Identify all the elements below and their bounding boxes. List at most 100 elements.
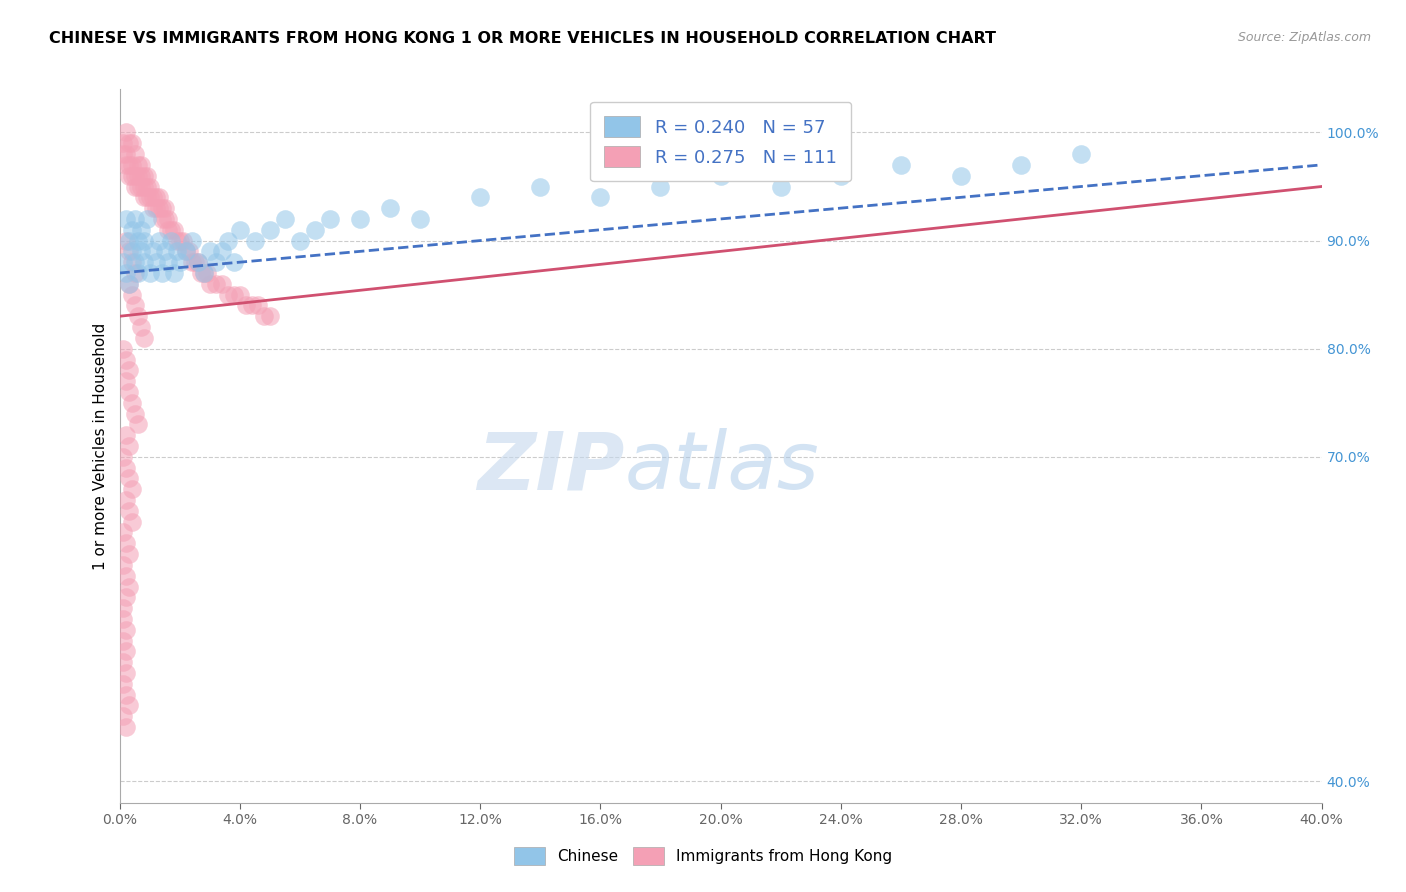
Point bbox=[121, 255, 143, 269]
Point bbox=[117, 158, 139, 172]
Point bbox=[114, 666, 136, 681]
Point bbox=[159, 234, 181, 248]
Point bbox=[121, 396, 143, 410]
Point bbox=[114, 158, 136, 172]
Point bbox=[111, 655, 134, 669]
Point bbox=[127, 169, 149, 183]
Point bbox=[117, 244, 139, 259]
Point bbox=[153, 201, 176, 215]
Point bbox=[124, 407, 146, 421]
Point bbox=[114, 460, 136, 475]
Point bbox=[378, 201, 401, 215]
Point bbox=[114, 352, 136, 367]
Point bbox=[124, 147, 146, 161]
Point bbox=[114, 623, 136, 637]
Point bbox=[319, 211, 342, 226]
Point bbox=[132, 179, 155, 194]
Point bbox=[166, 244, 188, 259]
Point bbox=[114, 720, 136, 734]
Point bbox=[114, 266, 136, 280]
Point bbox=[142, 190, 165, 204]
Point bbox=[650, 179, 672, 194]
Point bbox=[156, 211, 179, 226]
Point bbox=[135, 190, 157, 204]
Point bbox=[156, 255, 179, 269]
Point bbox=[111, 450, 134, 464]
Point bbox=[117, 698, 139, 713]
Point bbox=[180, 255, 202, 269]
Point bbox=[117, 384, 139, 399]
Point bbox=[132, 331, 155, 345]
Point bbox=[174, 244, 197, 259]
Point bbox=[111, 558, 134, 572]
Point bbox=[111, 709, 134, 723]
Point bbox=[187, 255, 209, 269]
Point bbox=[150, 201, 173, 215]
Point bbox=[124, 169, 146, 183]
Point bbox=[111, 342, 134, 356]
Point bbox=[135, 169, 157, 183]
Point bbox=[288, 234, 311, 248]
Point bbox=[222, 287, 245, 301]
Point bbox=[114, 147, 136, 161]
Point bbox=[243, 234, 266, 248]
Point bbox=[145, 255, 167, 269]
Point bbox=[830, 169, 852, 183]
Point bbox=[132, 255, 155, 269]
Y-axis label: 1 or more Vehicles in Household: 1 or more Vehicles in Household bbox=[93, 322, 108, 570]
Point bbox=[114, 536, 136, 550]
Point bbox=[132, 190, 155, 204]
Point bbox=[409, 211, 432, 226]
Point bbox=[190, 266, 212, 280]
Point bbox=[111, 147, 134, 161]
Point bbox=[127, 266, 149, 280]
Point bbox=[114, 688, 136, 702]
Point bbox=[159, 223, 181, 237]
Point bbox=[153, 244, 176, 259]
Point bbox=[246, 298, 269, 312]
Point bbox=[127, 179, 149, 194]
Point bbox=[211, 244, 233, 259]
Point bbox=[121, 287, 143, 301]
Point bbox=[589, 190, 612, 204]
Point bbox=[240, 298, 263, 312]
Point bbox=[156, 223, 179, 237]
Point bbox=[150, 266, 173, 280]
Point bbox=[193, 266, 215, 280]
Point bbox=[117, 439, 139, 453]
Point bbox=[769, 179, 792, 194]
Point bbox=[121, 515, 143, 529]
Point bbox=[111, 677, 134, 691]
Point bbox=[304, 223, 326, 237]
Point bbox=[135, 211, 157, 226]
Point bbox=[950, 169, 973, 183]
Point bbox=[709, 169, 731, 183]
Point bbox=[127, 417, 149, 432]
Point bbox=[111, 601, 134, 615]
Point bbox=[162, 223, 184, 237]
Point bbox=[129, 169, 152, 183]
Point bbox=[204, 277, 226, 291]
Legend: Chinese, Immigrants from Hong Kong: Chinese, Immigrants from Hong Kong bbox=[508, 841, 898, 871]
Point bbox=[117, 277, 139, 291]
Legend: R = 0.240   N = 57, R = 0.275   N = 111: R = 0.240 N = 57, R = 0.275 N = 111 bbox=[591, 102, 851, 181]
Point bbox=[228, 287, 252, 301]
Point bbox=[709, 125, 731, 139]
Point bbox=[172, 234, 194, 248]
Point bbox=[117, 234, 139, 248]
Point bbox=[183, 255, 205, 269]
Point bbox=[138, 179, 160, 194]
Point bbox=[117, 136, 139, 151]
Point bbox=[166, 234, 188, 248]
Point bbox=[121, 169, 143, 183]
Point bbox=[148, 190, 170, 204]
Point bbox=[142, 244, 165, 259]
Point bbox=[111, 136, 134, 151]
Point bbox=[117, 580, 139, 594]
Point bbox=[204, 255, 226, 269]
Point bbox=[121, 158, 143, 172]
Point bbox=[259, 223, 281, 237]
Point bbox=[111, 633, 134, 648]
Text: Source: ZipAtlas.com: Source: ZipAtlas.com bbox=[1237, 31, 1371, 45]
Point bbox=[217, 234, 239, 248]
